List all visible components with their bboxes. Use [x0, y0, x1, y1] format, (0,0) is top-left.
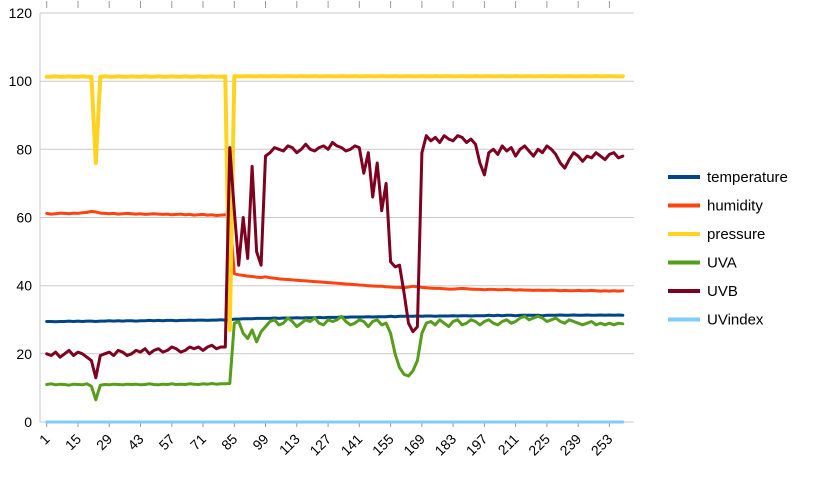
legend-label-pressure: pressure	[707, 226, 765, 243]
x-tick-label: 29	[93, 431, 115, 453]
x-tick-label: 57	[156, 431, 178, 453]
y-tick-label: 20	[16, 346, 32, 362]
legend-label-humidity: humidity	[707, 198, 763, 215]
legend-item-humidity: humidity	[668, 198, 763, 215]
legend-label-UVB: UVB	[707, 283, 738, 300]
legend-item-pressure: pressure	[668, 226, 765, 243]
legend-item-UVA: UVA	[668, 255, 737, 272]
series-line-pressure	[44, 74, 625, 332]
x-tick-label: 141	[338, 431, 366, 459]
y-tick-label: 120	[9, 5, 33, 21]
x-tick-label: 15	[62, 431, 84, 453]
x-axis-labels: 1 15 29 43 57 71 85 99 113 127 141 155 169 183 197 211 2…	[36, 431, 616, 459]
series-line-UVA	[45, 314, 625, 402]
legend-item-UVindex: UVindex	[668, 312, 764, 329]
legend-label-UVA: UVA	[707, 255, 737, 272]
gridlines	[39, 12, 634, 423]
x-tick-label: 127	[306, 431, 334, 459]
series-line-humidity	[45, 209, 625, 293]
series-line-temperature	[45, 313, 625, 324]
y-tick-label: 80	[16, 141, 32, 157]
y-tick-label: 60	[16, 210, 32, 226]
x-tick-label: 197	[463, 431, 491, 459]
x-tick-label: 85	[218, 431, 240, 453]
x-tick-label: 1	[36, 431, 53, 448]
series-line-UVB	[45, 134, 625, 380]
legend-label-UVindex: UVindex	[707, 312, 764, 329]
y-tick-label: 100	[9, 73, 33, 89]
x-tick-label: 113	[276, 431, 303, 458]
x-tick-label: 169	[400, 431, 428, 459]
x-tick-label: 99	[249, 431, 271, 453]
y-axis-labels: 0 20 40 60 80 100 120	[9, 5, 33, 430]
legend: temperature humidity pressure UVA UVB UVindex	[668, 169, 788, 329]
x-tick-label: 71	[187, 431, 209, 453]
x-tick-label: 211	[495, 431, 522, 458]
x-tick-label: 225	[525, 431, 553, 459]
legend-item-UVB: UVB	[668, 283, 738, 300]
plot-series	[44, 74, 625, 424]
x-tick-label: 183	[431, 431, 459, 459]
legend-item-temperature: temperature	[668, 169, 788, 186]
y-tick-label: 40	[16, 278, 32, 294]
x-tick-label: 239	[556, 431, 584, 459]
x-tick-label: 253	[588, 431, 616, 459]
x-tick-label: 155	[369, 431, 397, 459]
legend-label-temperature: temperature	[707, 169, 788, 186]
y-tick-label: 0	[24, 414, 32, 430]
x-tick-label: 43	[124, 431, 146, 453]
